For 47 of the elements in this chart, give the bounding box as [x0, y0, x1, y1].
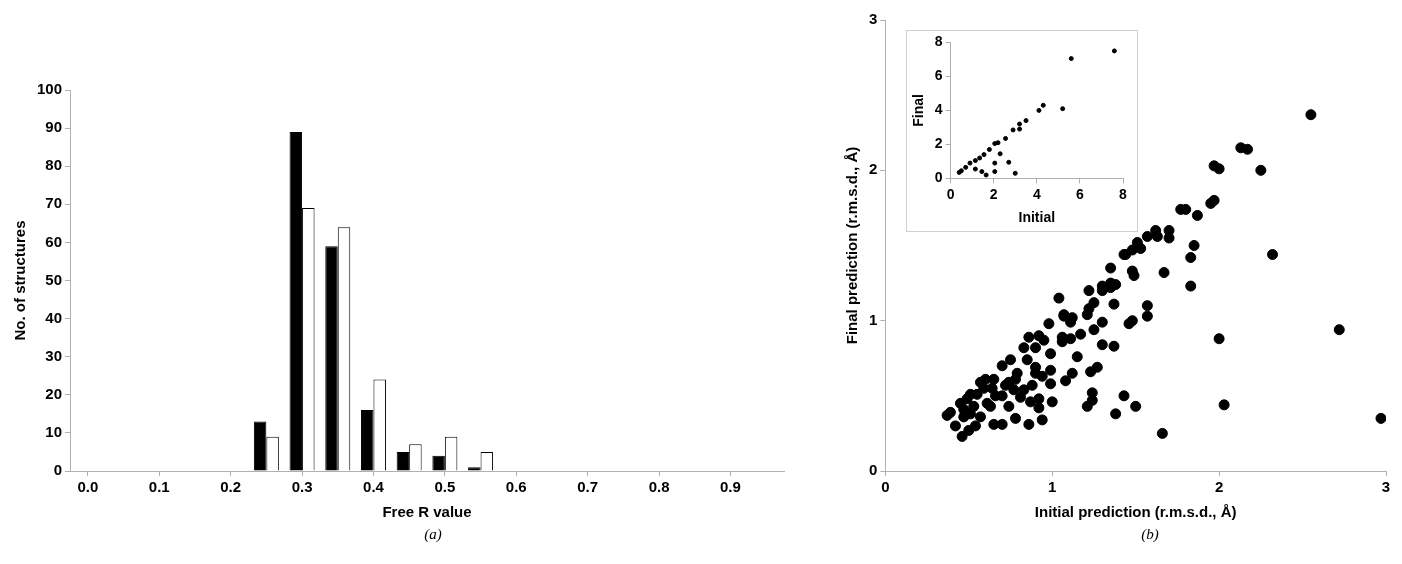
- y-tick-label: 50: [45, 270, 63, 288]
- y-tick-label: 6: [934, 67, 943, 84]
- y-tick-label: 30: [45, 346, 63, 364]
- x-tick-label: 0.0: [77, 478, 99, 496]
- x-tick-label: 0: [881, 478, 890, 496]
- x-tick-label: 0.3: [291, 478, 313, 496]
- x-tick-label: 2: [1214, 478, 1224, 496]
- x-tick-label: 3: [1381, 478, 1391, 496]
- x-tick-label: 2: [989, 185, 998, 202]
- y-tick-label: 2: [934, 135, 943, 152]
- y-tick-label: 100: [37, 80, 63, 98]
- y-tick-label: 3: [869, 10, 878, 28]
- y-tick-label: 0: [869, 461, 878, 479]
- x-tick-label: 8: [1119, 185, 1128, 202]
- x-tick-label: 0.5: [434, 478, 456, 496]
- x-axis-title: Initial: [1018, 209, 1056, 226]
- y-tick-label: 80: [45, 156, 63, 174]
- y-tick-label: 0: [934, 169, 943, 186]
- y-tick-label: 4: [934, 101, 943, 118]
- x-tick-label: 0: [946, 185, 955, 202]
- text: (b): [1140, 526, 1160, 543]
- text: (a): [423, 526, 443, 543]
- y-tick-label: 8: [934, 33, 943, 50]
- y-tick-label: 60: [45, 232, 63, 250]
- y-tick-label: 2: [869, 160, 878, 178]
- x-tick-label: 1: [1048, 478, 1057, 496]
- y-tick-label: 40: [45, 308, 63, 326]
- y-axis-title: Final prediction (r.m.s.d., Å): [843, 146, 861, 345]
- x-tick-label: 0.9: [720, 478, 741, 496]
- y-tick-label: 90: [45, 118, 63, 136]
- x-tick-label: 0.7: [577, 478, 599, 496]
- x-tick-label: 6: [1076, 185, 1084, 202]
- x-axis-title: Free R value: [382, 503, 472, 521]
- x-tick-label: 0.1: [148, 478, 170, 496]
- x-tick-label: 0.8: [648, 478, 670, 496]
- x-tick-label: 0.6: [505, 478, 527, 496]
- y-tick-label: 20: [45, 384, 63, 402]
- x-axis-title: Initial prediction (r.m.s.d., Å): [1034, 503, 1237, 521]
- x-tick-label: 0.4: [363, 478, 385, 496]
- x-tick-label: 4: [1032, 185, 1041, 202]
- x-tick-label: 0.2: [220, 478, 242, 496]
- y-axis-title: No. of structures: [11, 220, 29, 341]
- y-tick-label: 70: [45, 194, 63, 212]
- y-tick-label: 10: [45, 423, 63, 441]
- y-tick-label: 0: [53, 461, 63, 479]
- y-axis-title: Final: [910, 94, 927, 127]
- y-tick-label: 1: [869, 310, 878, 328]
